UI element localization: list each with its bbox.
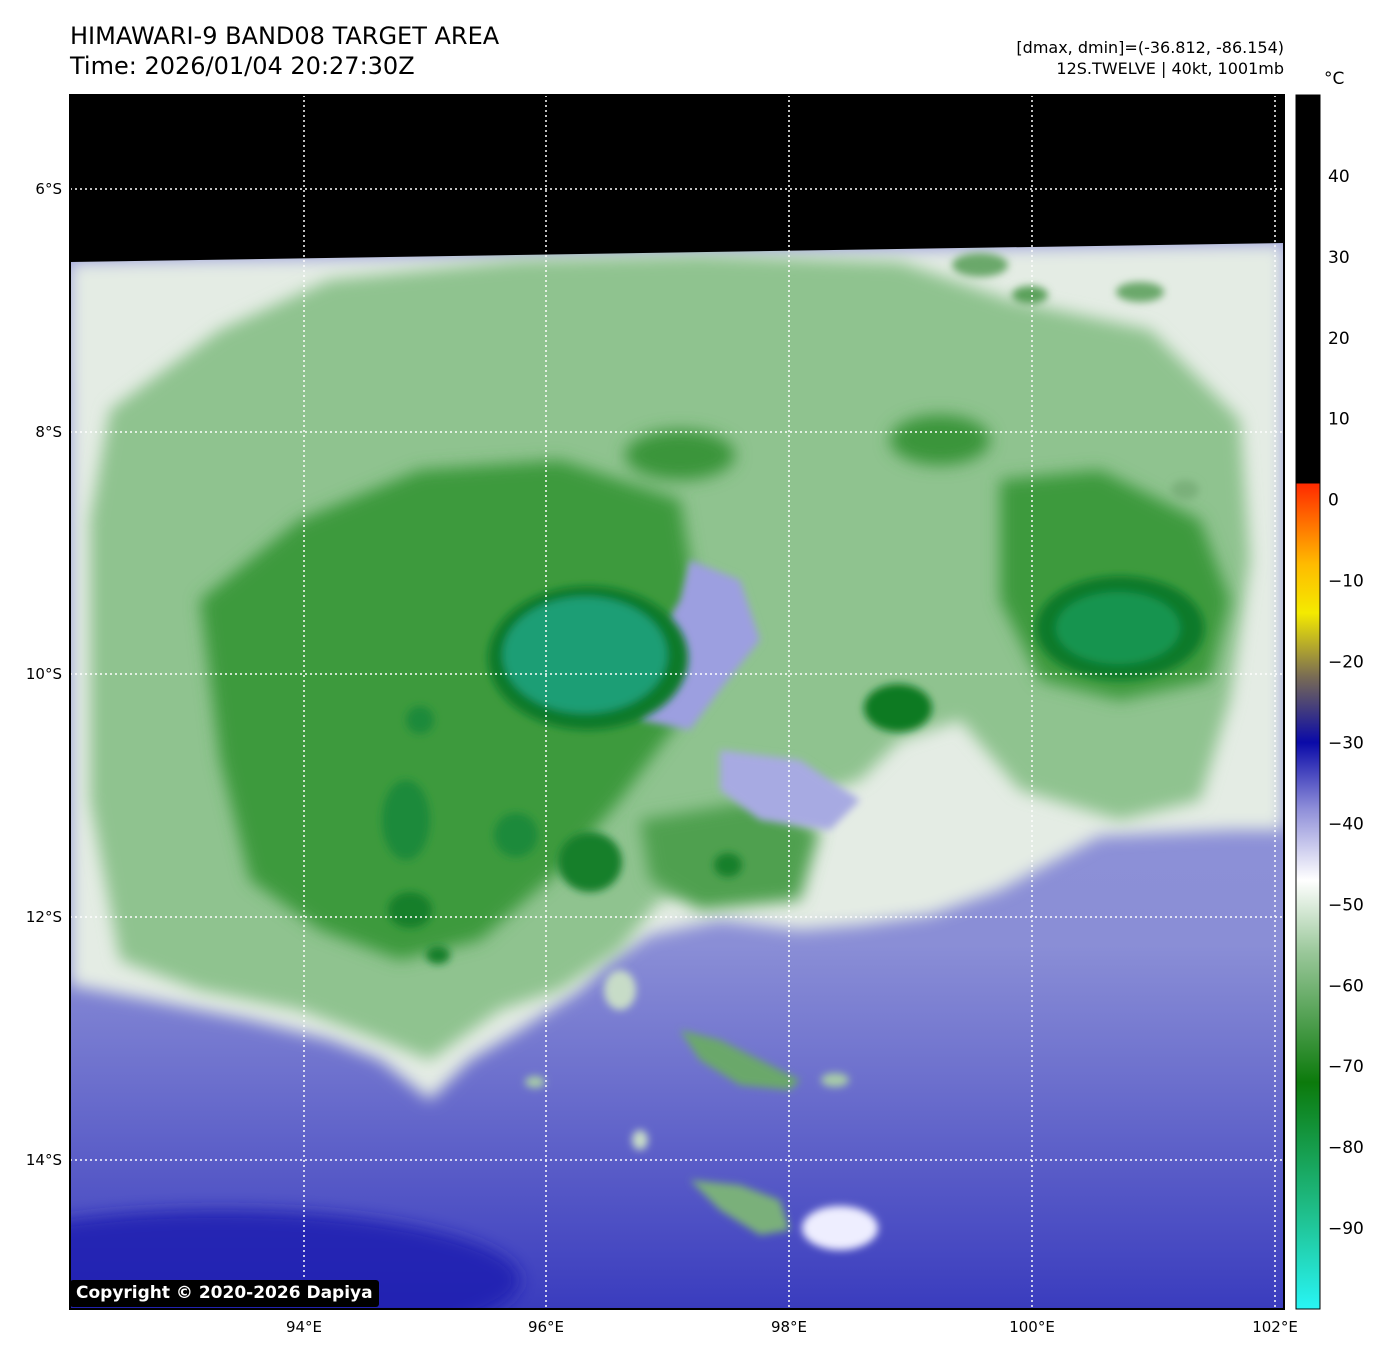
colorbar-tick-label: −40 (1328, 814, 1364, 834)
map-frame (69, 94, 1285, 1310)
no-data-region (70, 95, 1284, 262)
lat-tick-label: 10°S (26, 665, 62, 683)
image-timestamp: Time: 2026/01/04 20:27:30Z (70, 52, 415, 80)
lon-tick-label: 98°E (771, 1318, 807, 1336)
colorbar-tick-label: 30 (1328, 248, 1350, 268)
colorbar-tick-label: −20 (1328, 653, 1364, 673)
colorbar-tick-labels: 40 30 20 10 0 −10 −20 −30 −40 −50 −60 −70 −80 −90 (1328, 167, 1364, 1239)
colorbar-tick-label: −30 (1328, 733, 1364, 753)
colorbar-gradient (1296, 95, 1320, 1309)
lat-tick-label: 14°S (26, 1151, 62, 1169)
lon-tick-label: 94°E (286, 1318, 322, 1336)
dmax-dmin-readout: [dmax, dmin]=(-36.812, -86.154) (1016, 38, 1284, 57)
lon-tick-label: 96°E (528, 1318, 564, 1336)
longitude-labels: 94°E 96°E 98°E 100°E 102°E (286, 1318, 1298, 1336)
colorbar-tick-label: 0 (1328, 491, 1339, 511)
copyright-badge: Copyright © 2020-2026 Dapiya (70, 1280, 379, 1307)
colorbar-tick-label: −10 (1328, 572, 1364, 592)
colorbar-frame (1295, 94, 1321, 1310)
latitude-labels: 6°S 8°S 10°S 12°S 14°S (26, 180, 62, 1169)
colorbar-unit: °C (1324, 69, 1344, 89)
lon-tick-label: 100°E (1009, 1318, 1055, 1336)
lat-tick-label: 8°S (35, 423, 62, 441)
colorbar-tick-label: −70 (1328, 1057, 1364, 1077)
storm-info: 12S.TWELVE | 40kt, 1001mb (1056, 59, 1284, 78)
colorbar-tick-label: −90 (1328, 1219, 1364, 1239)
lat-tick-label: 6°S (35, 180, 62, 198)
satellite-imagery (70, 95, 1284, 1309)
colorbar-tick-label: −80 (1328, 1138, 1364, 1158)
colorbar-tick-label: 10 (1328, 410, 1350, 430)
colorbar-tick-label: 40 (1328, 167, 1350, 187)
lat-tick-label: 12°S (26, 908, 62, 926)
image-title: HIMAWARI-9 BAND08 TARGET AREA (70, 22, 500, 50)
lon-tick-label: 102°E (1252, 1318, 1298, 1336)
scattered-cells-east (952, 253, 1199, 500)
colorbar-tick-label: −50 (1328, 895, 1364, 915)
isolated-clouds-south (525, 970, 878, 1250)
convective-cores (382, 576, 1204, 964)
colorbar-tick-label: 20 (1328, 329, 1350, 349)
colorbar-tick-label: −60 (1328, 976, 1364, 996)
lat-lon-gridlines (70, 95, 1284, 1309)
colorbar: 40 30 20 10 0 −10 −20 −30 −40 −50 −60 −70 −80 −90 (1295, 94, 1364, 1310)
